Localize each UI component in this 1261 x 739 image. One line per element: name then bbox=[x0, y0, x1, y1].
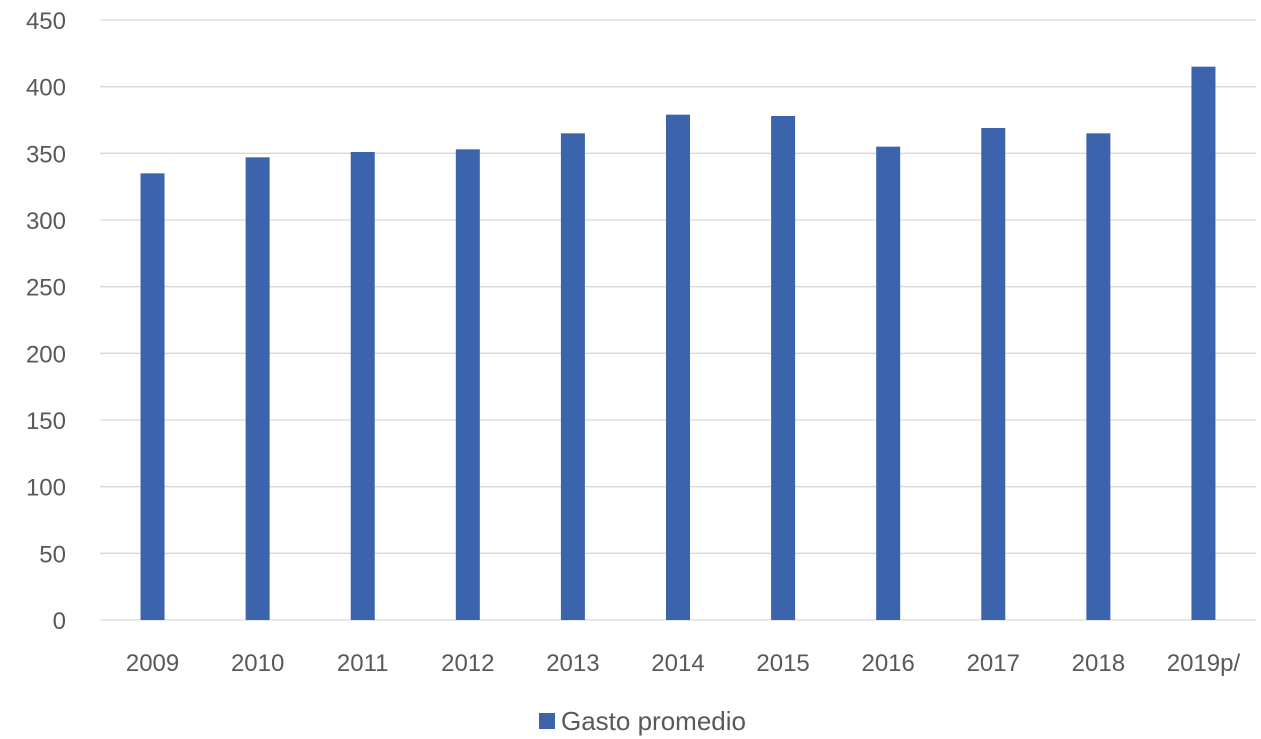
bar-2013 bbox=[560, 133, 585, 621]
y-tick-label: 250 bbox=[26, 275, 66, 302]
bar-2009 bbox=[140, 173, 165, 621]
y-tick-label: 50 bbox=[39, 541, 66, 568]
y-tick-label: 0 bbox=[53, 608, 66, 635]
bar-2017 bbox=[981, 128, 1006, 620]
x-tick-label: 2009 bbox=[126, 650, 179, 677]
y-tick-label: 400 bbox=[26, 75, 66, 102]
x-tick-label: 2016 bbox=[861, 650, 914, 677]
x-tick-label: 2018 bbox=[1072, 650, 1125, 677]
y-tick-label: 350 bbox=[26, 141, 66, 168]
bar-2019p/ bbox=[1191, 66, 1216, 620]
bar-2011 bbox=[350, 152, 375, 620]
x-tick-label: 2010 bbox=[231, 650, 284, 677]
x-tick-label: 2012 bbox=[441, 650, 494, 677]
x-tick-label: 2011 bbox=[337, 650, 389, 677]
bar-2018 bbox=[1086, 133, 1111, 621]
legend-label: Gasto promedio bbox=[561, 706, 746, 736]
bar-2014 bbox=[666, 114, 690, 621]
bar-2015 bbox=[771, 116, 796, 620]
y-tick-label: 200 bbox=[26, 341, 66, 368]
x-axis-tick-labels: 2009 2010 2011 2012 2013 2014 2015 2016 2017 2018… bbox=[126, 650, 1241, 677]
bar-2016 bbox=[876, 146, 901, 620]
x-tick-label: 2015 bbox=[756, 650, 809, 677]
x-tick-label: 2014 bbox=[651, 650, 704, 677]
legend: Gasto promedio bbox=[539, 706, 746, 736]
bar-2012 bbox=[455, 149, 480, 621]
y-tick-label: 450 bbox=[26, 8, 66, 35]
x-tick-label: 2013 bbox=[546, 650, 599, 677]
y-tick-label: 150 bbox=[26, 408, 66, 435]
y-axis-tick-labels: 0 50 100 150 200 250 300 350 400 450 bbox=[26, 8, 66, 635]
bars bbox=[140, 66, 1216, 621]
x-tick-label: 2019p/ bbox=[1167, 650, 1241, 677]
legend-swatch bbox=[539, 713, 555, 729]
x-tick-label: 2017 bbox=[967, 650, 1020, 677]
y-tick-label: 100 bbox=[26, 475, 66, 502]
y-tick-label: 300 bbox=[26, 208, 66, 235]
bar-2010 bbox=[245, 157, 270, 621]
